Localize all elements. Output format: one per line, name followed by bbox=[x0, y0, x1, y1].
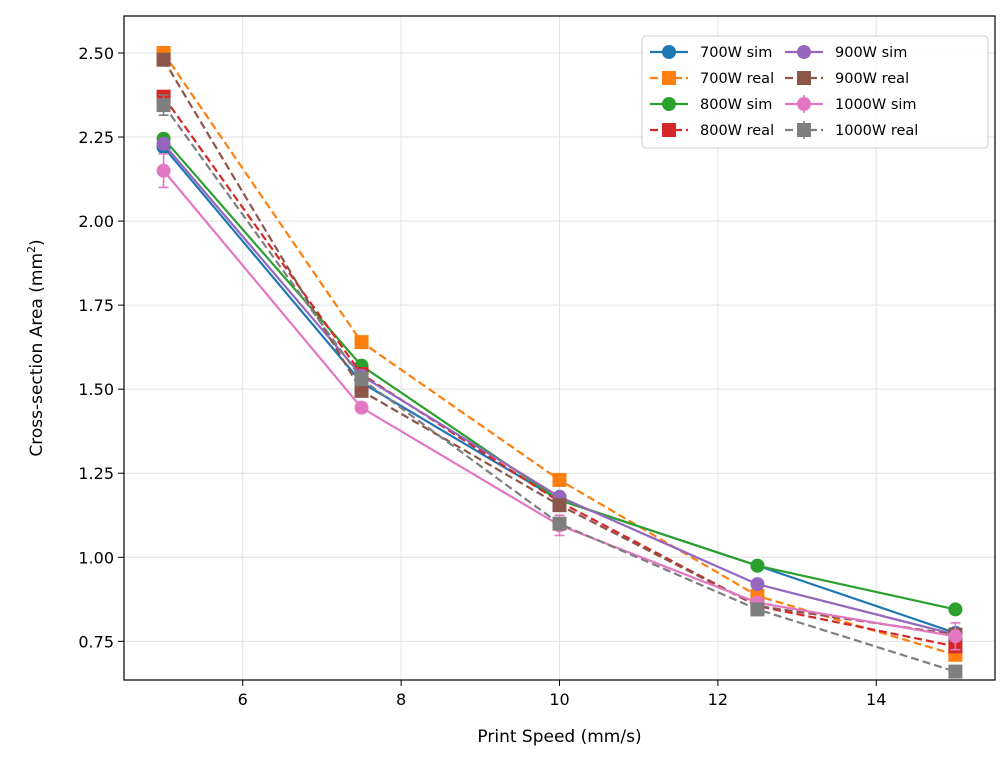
y-tick-label: 1.75 bbox=[78, 296, 114, 315]
legend-label: 1000W real bbox=[835, 123, 918, 139]
data-point bbox=[354, 383, 369, 398]
data-point bbox=[948, 664, 963, 679]
legend-label: 1000W sim bbox=[835, 97, 917, 113]
data-point bbox=[750, 577, 765, 592]
x-tick-label: 8 bbox=[396, 690, 406, 709]
x-tick-label: 6 bbox=[238, 690, 248, 709]
legend-item-1: 700W real bbox=[650, 71, 774, 87]
data-point bbox=[750, 558, 765, 573]
data-point bbox=[156, 136, 171, 151]
legend-label: 900W sim bbox=[835, 45, 907, 61]
y-tick-label: 1.00 bbox=[78, 548, 114, 567]
y-tick-label: 2.00 bbox=[78, 212, 114, 231]
axis-ticks: 6 8 10 12 14 0.75 1.00 1.25 1.50 1.75 2.00 2.25 2.50 bbox=[78, 44, 886, 709]
legend-label: 700W sim bbox=[700, 45, 772, 61]
legend-marker bbox=[797, 97, 811, 111]
legend-frame bbox=[641, 35, 989, 149]
legend-label: 800W real bbox=[700, 123, 774, 139]
legend-label: 900W real bbox=[835, 71, 909, 87]
legend-marker bbox=[797, 71, 811, 85]
data-point bbox=[156, 98, 171, 113]
series-7 bbox=[156, 94, 963, 679]
y-axis-label: Cross-section Area (mm2) bbox=[25, 239, 47, 456]
x-axis-label: Print Speed (mm/s) bbox=[477, 727, 641, 747]
legend-item-7: 1000W real bbox=[785, 121, 918, 139]
data-point bbox=[156, 163, 171, 178]
data-point bbox=[948, 602, 963, 617]
legend-label: 700W real bbox=[700, 71, 774, 87]
data-point bbox=[354, 335, 369, 350]
legend-marker bbox=[662, 123, 676, 137]
legend-marker bbox=[662, 71, 676, 85]
x-tick-label: 12 bbox=[708, 690, 728, 709]
x-tick-label: 14 bbox=[866, 690, 886, 709]
data-point bbox=[354, 400, 369, 415]
data-point bbox=[750, 602, 765, 617]
data-point bbox=[156, 52, 171, 67]
data-point bbox=[552, 498, 567, 513]
y-tick-label: 0.75 bbox=[78, 632, 114, 651]
y-tick-label: 1.25 bbox=[78, 464, 114, 483]
legend-item-3: 800W real bbox=[650, 123, 774, 139]
legend-item-5: 900W real bbox=[785, 71, 909, 87]
data-point bbox=[552, 516, 567, 531]
legend-marker bbox=[662, 45, 676, 59]
legend-item-4: 900W sim bbox=[785, 45, 907, 61]
legend-item-2: 800W sim bbox=[650, 97, 772, 113]
legend-label: 800W sim bbox=[700, 97, 772, 113]
y-tick-label: 1.50 bbox=[78, 380, 114, 399]
data-point bbox=[948, 629, 963, 644]
data-point bbox=[354, 372, 369, 387]
legend-item-6: 1000W sim bbox=[785, 95, 917, 113]
legend-item-0: 700W sim bbox=[650, 45, 772, 61]
legend-marker bbox=[797, 123, 811, 137]
series-layer bbox=[156, 45, 963, 679]
y-tick-label: 2.50 bbox=[78, 44, 114, 63]
data-point bbox=[552, 472, 567, 487]
legend-marker bbox=[662, 97, 676, 111]
legend-marker bbox=[797, 45, 811, 59]
y-tick-label: 2.25 bbox=[78, 128, 114, 147]
x-tick-label: 10 bbox=[549, 690, 569, 709]
legend: 700W sim 700W real 800W sim 800W real 900W s… bbox=[641, 35, 989, 149]
